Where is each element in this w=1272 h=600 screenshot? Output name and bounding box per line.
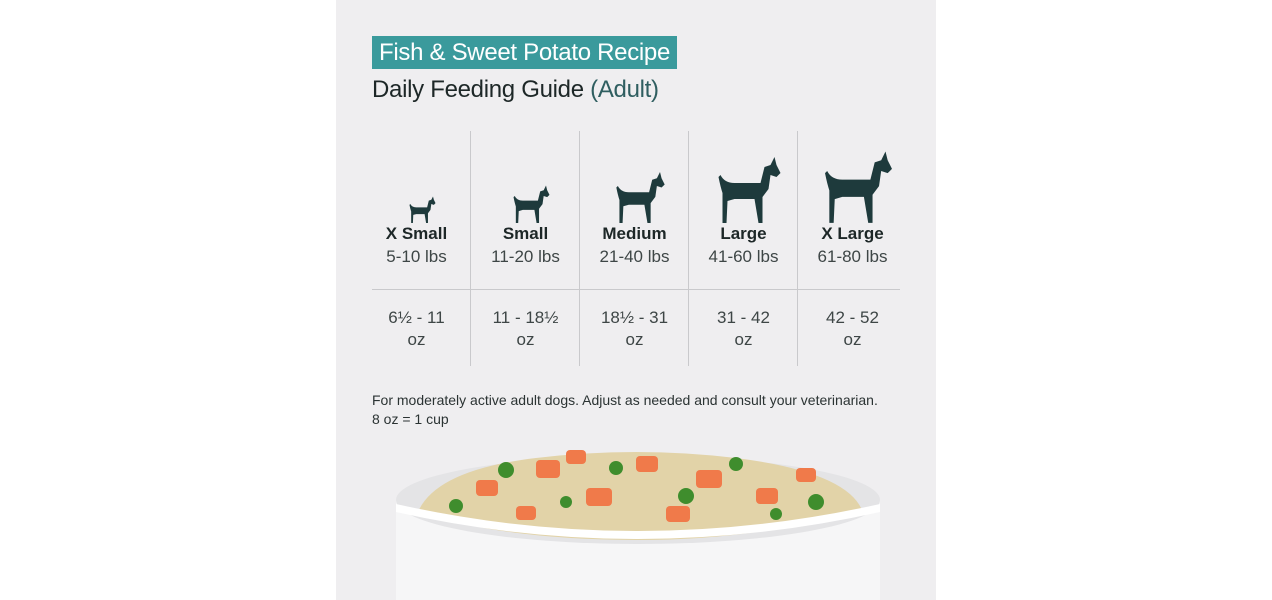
footnote: For moderately active adult dogs. Adjust… [372,391,878,429]
footnote-line: For moderately active adult dogs. Adjust… [372,392,878,408]
divider [372,289,900,290]
weight-range: 41-60 lbs [708,247,779,266]
panel: Fish & Sweet Potato Recipe Daily Feeding… [336,0,936,600]
size-name: X Small [385,224,448,243]
amount-value: 18½ - 31 [600,308,669,327]
dog-icon [513,185,550,223]
daily-amount: 11 - 18½ oz [471,307,580,351]
size-name: X Large [821,224,884,243]
amount-unit: oz [407,330,426,349]
amount-value: 42 - 52 [826,308,879,327]
subtitle-text: Daily Feeding Guide [372,76,584,103]
daily-amount: 31 - 42 oz [689,307,798,351]
weight-range: 11-20 lbs [491,247,560,266]
weight-range: 5-10 lbs [386,247,447,266]
weight-range: 21-40 lbs [599,247,670,266]
food-bowl [396,450,880,600]
column-divider [797,131,798,366]
subtitle: Daily Feeding Guide (Adult) [372,76,659,104]
dog-icon [409,196,436,223]
dog-icon [718,157,781,223]
amount-value: 11 - 18½ [492,308,559,327]
size-name: Medium [602,224,667,243]
size-name: Small [502,224,549,243]
weight-range: 61-80 lbs [817,247,888,266]
amount-value: 31 - 42 [717,308,770,327]
amount-unit: oz [734,330,753,349]
footnote-line: 8 oz = 1 cup [372,411,449,427]
daily-amount: 6½ - 11 oz [362,307,471,351]
size-column: Medium 21-40 lbs 18½ - 31 oz [580,131,689,366]
daily-amount: 42 - 52 oz [798,307,907,351]
dog-icon [616,171,665,223]
size-column: Large 41-60 lbs 31 - 42 oz [689,131,798,366]
amount-value: 6½ - 11 [388,308,445,327]
size-column: Small 11-20 lbs 11 - 18½ oz [471,131,580,366]
size-column: X Large 61-80 lbs 42 - 52 oz [798,131,907,366]
column-divider [688,131,689,366]
daily-amount: 18½ - 31 oz [580,307,689,351]
amount-unit: oz [843,330,862,349]
amount-unit: oz [516,330,535,349]
size-column: X Small 5-10 lbs 6½ - 11 oz [362,131,471,366]
size-name: Large [720,224,767,243]
subtitle-note: (Adult) [590,76,659,103]
amount-unit: oz [625,330,644,349]
column-divider [579,131,580,366]
recipe-title: Fish & Sweet Potato Recipe [372,36,678,69]
column-divider [470,131,471,366]
dog-icon [825,151,892,223]
